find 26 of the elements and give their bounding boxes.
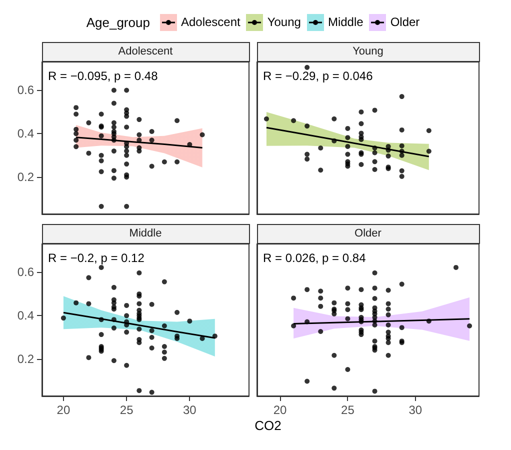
legend-label: Older [390, 15, 420, 29]
annotation: R = 0.026, p = 0.84 [263, 251, 366, 265]
y-tick-label: 0.4 [17, 308, 34, 323]
x-tick-label: 30 [408, 403, 422, 417]
y-tick-label: 0.6 [17, 265, 34, 280]
legend-label: Adolescent [180, 15, 240, 29]
y-tick-label: 0.2 [17, 352, 34, 366]
chart-title: Older [354, 228, 382, 240]
legend-label: Middle [328, 15, 364, 29]
chart-title: Adolescent [118, 46, 173, 58]
annotation: R = −0.095, p = 0.48 [48, 69, 158, 83]
y-tick-label: 0.6 [17, 83, 34, 98]
y-tick-label: 0.2 [17, 170, 34, 184]
x-tick-label: 25 [341, 403, 355, 417]
chart-title: Young [352, 46, 384, 58]
annotation: R = −0.29, p = 0.046 [263, 69, 374, 83]
x-tick-label: 25 [120, 403, 134, 417]
x-tick-label: 20 [273, 403, 288, 417]
x-tick-label: 20 [56, 403, 70, 417]
x-tick-label: 30 [182, 403, 197, 417]
annotation: R = −0.2, p = 0.12 [48, 251, 145, 265]
x-axis-title: CO2 [254, 418, 282, 433]
chart-title: Middle [129, 228, 162, 240]
y-tick-label: 0.4 [17, 126, 34, 141]
legend-title: Age_group [86, 14, 150, 30]
legend-label: Young [267, 15, 301, 29]
